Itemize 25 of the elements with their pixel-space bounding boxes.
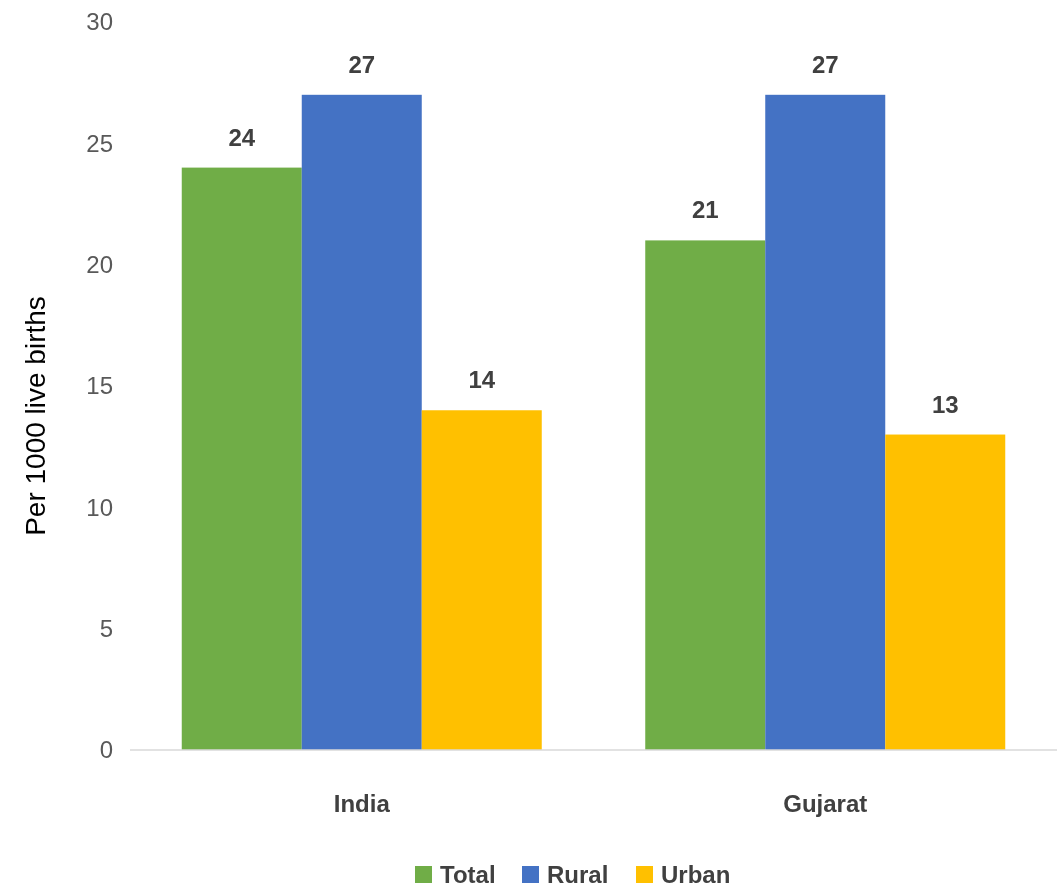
data-label: 21 <box>691 196 719 224</box>
y-tick-label: 10 <box>86 493 113 521</box>
y-tick-label: 0 <box>99 736 113 764</box>
data-label: 27 <box>811 50 839 78</box>
data-label: 24 <box>228 123 256 151</box>
data-label: 13 <box>931 390 959 418</box>
bar <box>885 434 1006 750</box>
data-label: 27 <box>348 50 376 78</box>
y-axis-title: Per 1000 live births <box>20 296 51 536</box>
x-tick-label: Gujarat <box>783 790 868 817</box>
y-tick-label: 25 <box>86 129 113 157</box>
legend-label: Total <box>440 861 496 889</box>
y-tick-label: 30 <box>86 8 113 36</box>
bar <box>765 94 886 750</box>
y-tick-label: 5 <box>99 615 113 643</box>
data-label: 14 <box>468 366 496 394</box>
bar <box>421 410 542 750</box>
x-tick-label: India <box>333 790 391 817</box>
legend-label: Urban <box>661 861 731 889</box>
bar <box>301 94 422 750</box>
y-tick-label: 20 <box>86 251 113 279</box>
bar <box>181 167 302 750</box>
bar <box>645 240 766 750</box>
y-tick-label: 15 <box>86 372 113 400</box>
legend-label: Rural <box>547 861 609 889</box>
